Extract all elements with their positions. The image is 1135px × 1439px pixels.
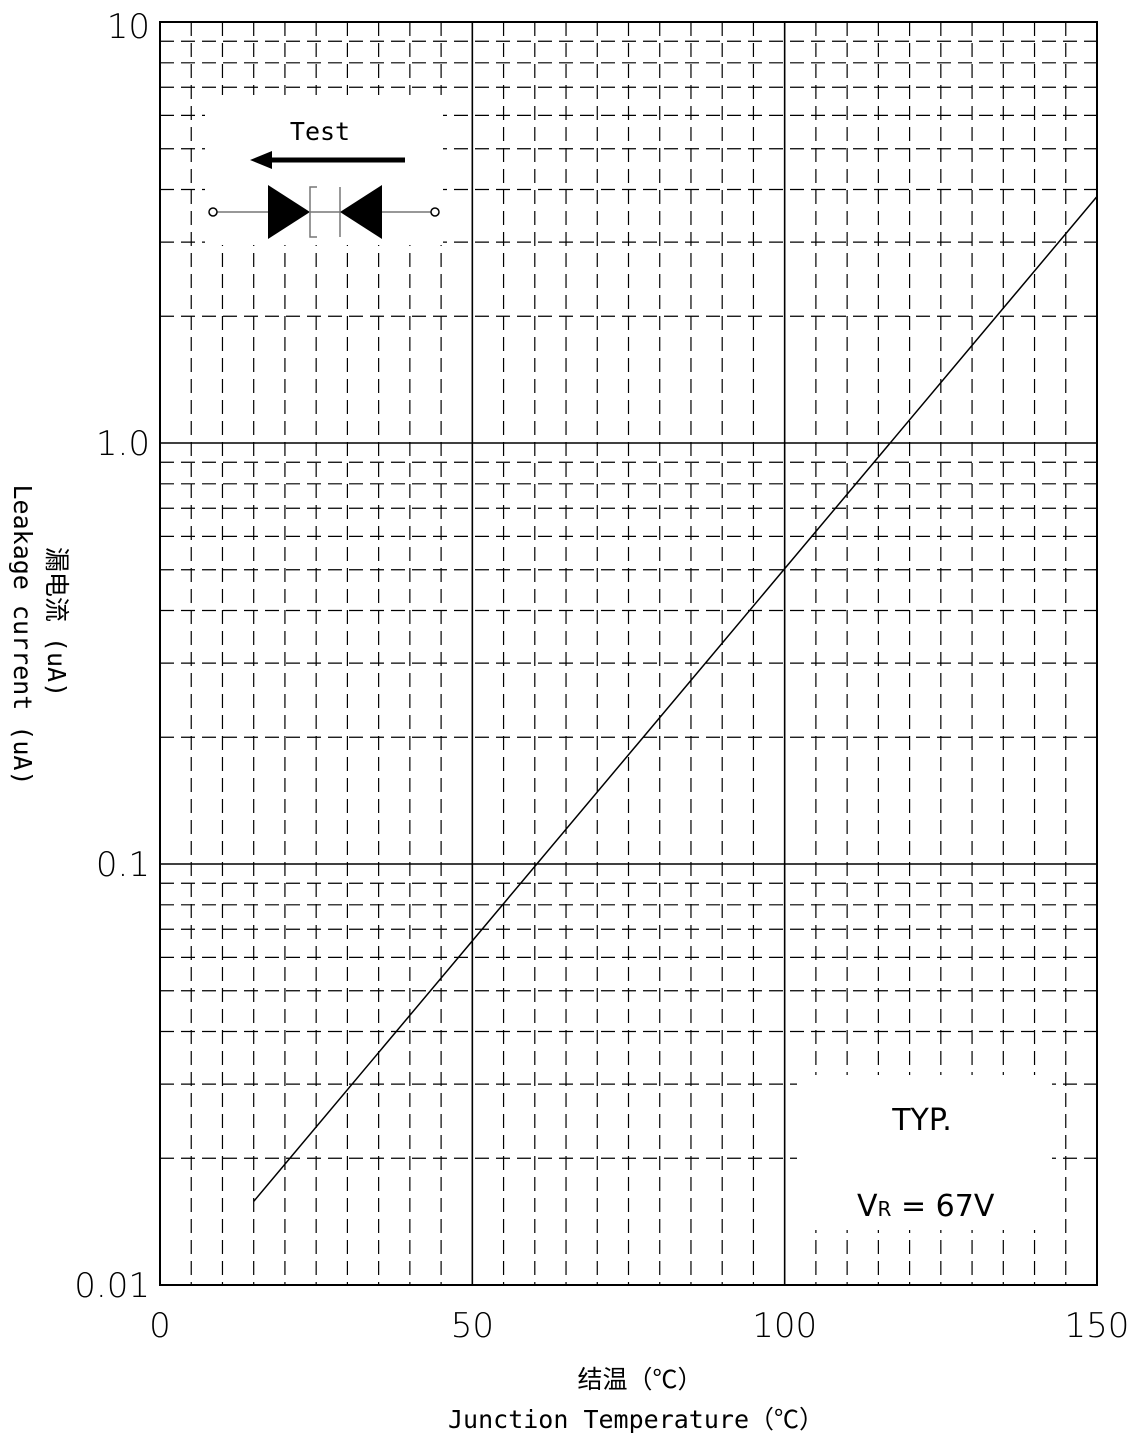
- y-tick-label: 1.0: [96, 424, 150, 464]
- typ-box: TYP. VR = 67V: [797, 1075, 1052, 1230]
- x-tick-label: 100: [752, 1306, 817, 1346]
- plot-frame: [159, 21, 1098, 1286]
- diode-left-triangle-icon: [340, 185, 382, 239]
- x-tick-label: 150: [1065, 1306, 1130, 1346]
- y-tick-label: 10: [107, 7, 150, 47]
- terminal-right-icon: [430, 207, 440, 217]
- x-axis-title-cn: 结温（℃）: [577, 1365, 702, 1394]
- y-axis-title-en: Leakage current (uA): [8, 484, 37, 785]
- test-inset-bg: [205, 95, 443, 245]
- y-tick-label: 0.01: [74, 1266, 150, 1306]
- test-label: Test: [290, 117, 350, 146]
- x-axis-title-en: Junction Temperature（℃）: [448, 1405, 824, 1434]
- y-tick-label: 0.1: [96, 845, 150, 885]
- vr-main: V: [857, 1189, 878, 1224]
- terminal-left-icon: [208, 207, 218, 217]
- x-tick-label: 50: [451, 1306, 494, 1346]
- test-inset: Test: [205, 95, 443, 245]
- test-arrow-head-icon: [250, 151, 272, 169]
- vr-label: VR = 67V: [857, 1189, 995, 1224]
- series-line: [253, 196, 1098, 1202]
- typ-label: TYP.: [891, 1103, 952, 1138]
- diode-right-triangle-icon: [268, 185, 310, 239]
- vr-value: = 67V: [891, 1189, 994, 1224]
- x-tick-label: 0: [149, 1306, 171, 1346]
- tick-labels: 0 50 100 150 0.01 0.1 1.0 10: [74, 7, 1129, 1346]
- y-axis-title-cn: 漏电流 (uA): [42, 547, 71, 697]
- typ-box-bg: [797, 1075, 1052, 1230]
- series: [253, 196, 1098, 1202]
- vr-subscript: R: [878, 1197, 892, 1221]
